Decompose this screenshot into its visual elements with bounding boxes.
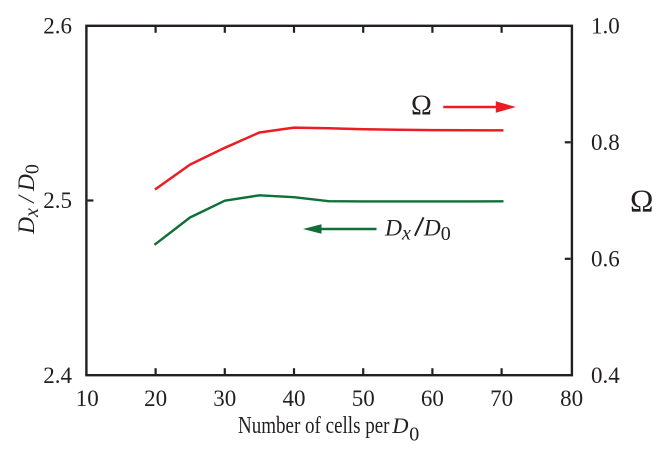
svg-text:30: 30 — [213, 386, 236, 411]
svg-text:2.6: 2.6 — [43, 14, 72, 39]
svg-text:60: 60 — [421, 386, 444, 411]
svg-text:50: 50 — [352, 386, 375, 411]
svg-text:1.0: 1.0 — [591, 14, 620, 39]
svg-text:Dx/D0: Dx/D0 — [14, 164, 44, 235]
svg-text:0.6: 0.6 — [591, 246, 620, 271]
svg-text:80: 80 — [560, 386, 583, 411]
svg-text:10: 10 — [76, 386, 99, 411]
svg-text:2.4: 2.4 — [43, 363, 72, 388]
svg-text:0.4: 0.4 — [591, 363, 620, 388]
svg-text:20: 20 — [144, 386, 167, 411]
svg-text:40: 40 — [283, 386, 306, 411]
svg-text:2.5: 2.5 — [43, 188, 72, 213]
svg-text:Ω: Ω — [411, 90, 432, 121]
svg-text:0.8: 0.8 — [591, 130, 620, 155]
svg-text:Ω: Ω — [630, 184, 653, 219]
svg-text:70: 70 — [490, 386, 513, 411]
